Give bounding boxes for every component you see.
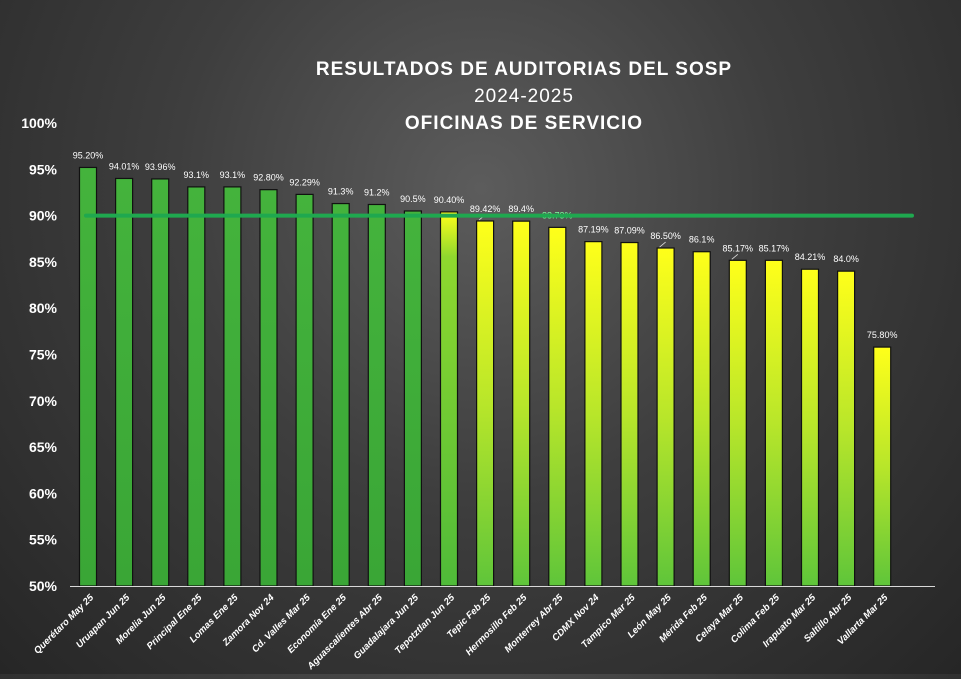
bar <box>223 186 242 587</box>
data-label: 90.5% <box>400 194 426 204</box>
data-label: 93.1% <box>220 170 246 180</box>
bar <box>114 177 134 587</box>
data-label: 86.50% <box>650 231 681 241</box>
data-label: 86.1% <box>689 235 715 245</box>
bar <box>151 178 170 587</box>
bar <box>764 259 784 587</box>
y-tick-label: 75% <box>29 347 58 363</box>
y-tick-label: 70% <box>29 393 58 409</box>
bar <box>295 193 314 587</box>
bar <box>512 220 531 587</box>
bar <box>692 251 711 587</box>
chart-subtitle-2: OFICINAS DE SERVICIO <box>405 113 643 134</box>
bars-group <box>78 166 892 587</box>
y-tick-label: 65% <box>29 439 58 455</box>
data-label: 85.17% <box>759 243 790 253</box>
y-tick-label: 80% <box>29 300 58 316</box>
label-leader-line <box>731 254 739 260</box>
x-tick-label: Guadalajara Jun 25 <box>352 592 422 662</box>
data-label: 85.17% <box>723 243 754 253</box>
data-label: 84.0% <box>833 254 859 264</box>
y-tick-label: 50% <box>29 578 58 594</box>
x-tick-label: Querétaro May 25 <box>32 592 97 657</box>
bar <box>259 189 278 587</box>
data-label: 75.80% <box>867 330 898 340</box>
bar <box>800 268 820 587</box>
data-label: 90.40% <box>434 195 465 205</box>
bar <box>403 210 422 587</box>
bar <box>476 220 495 587</box>
data-label: 94.01% <box>109 161 140 171</box>
label-leader-line <box>659 241 666 248</box>
data-label: 84.21% <box>795 252 826 262</box>
data-label: 87.19% <box>578 225 609 235</box>
x-tick-label: Tepotztlan Jun 25 <box>393 592 458 657</box>
bar <box>620 241 639 587</box>
data-label: 92.80% <box>253 173 284 183</box>
bar <box>584 241 603 587</box>
chart-subtitle: 2024-2025 <box>474 86 574 107</box>
bar <box>367 203 386 587</box>
data-label: 91.3% <box>328 187 354 197</box>
data-label: 87.09% <box>614 226 645 236</box>
y-tick-label: 95% <box>29 161 58 177</box>
y-tick-label: 90% <box>29 208 58 224</box>
bar <box>331 202 350 587</box>
y-tick-label: 55% <box>29 532 58 548</box>
bar <box>439 211 459 587</box>
y-axis: 100% 95% 90% 85% 80% 75% 70% 65% 60% 55% 50% <box>21 115 57 594</box>
bar <box>78 166 98 587</box>
data-label: 89.42% <box>470 204 501 214</box>
bar <box>873 346 892 587</box>
bar <box>187 186 206 587</box>
bar <box>728 259 747 587</box>
y-tick-label: 60% <box>29 485 58 501</box>
y-tick-label: 100% <box>21 115 57 131</box>
x-tick-label: Hermosillo Feb 25 <box>464 592 530 658</box>
bar <box>548 226 567 587</box>
data-label: 93.1% <box>184 170 210 180</box>
bar <box>836 270 856 587</box>
data-label: 91.2% <box>364 187 390 197</box>
chart-title: RESULTADOS DE AUDITORIAS DEL SOSP <box>316 59 732 80</box>
data-label: 92.29% <box>289 177 320 187</box>
data-label: 93.96% <box>145 162 176 172</box>
data-label: 95.20% <box>73 150 104 160</box>
data-label: 89.4% <box>508 204 534 214</box>
y-tick-label: 85% <box>29 254 58 270</box>
bar <box>656 247 675 587</box>
